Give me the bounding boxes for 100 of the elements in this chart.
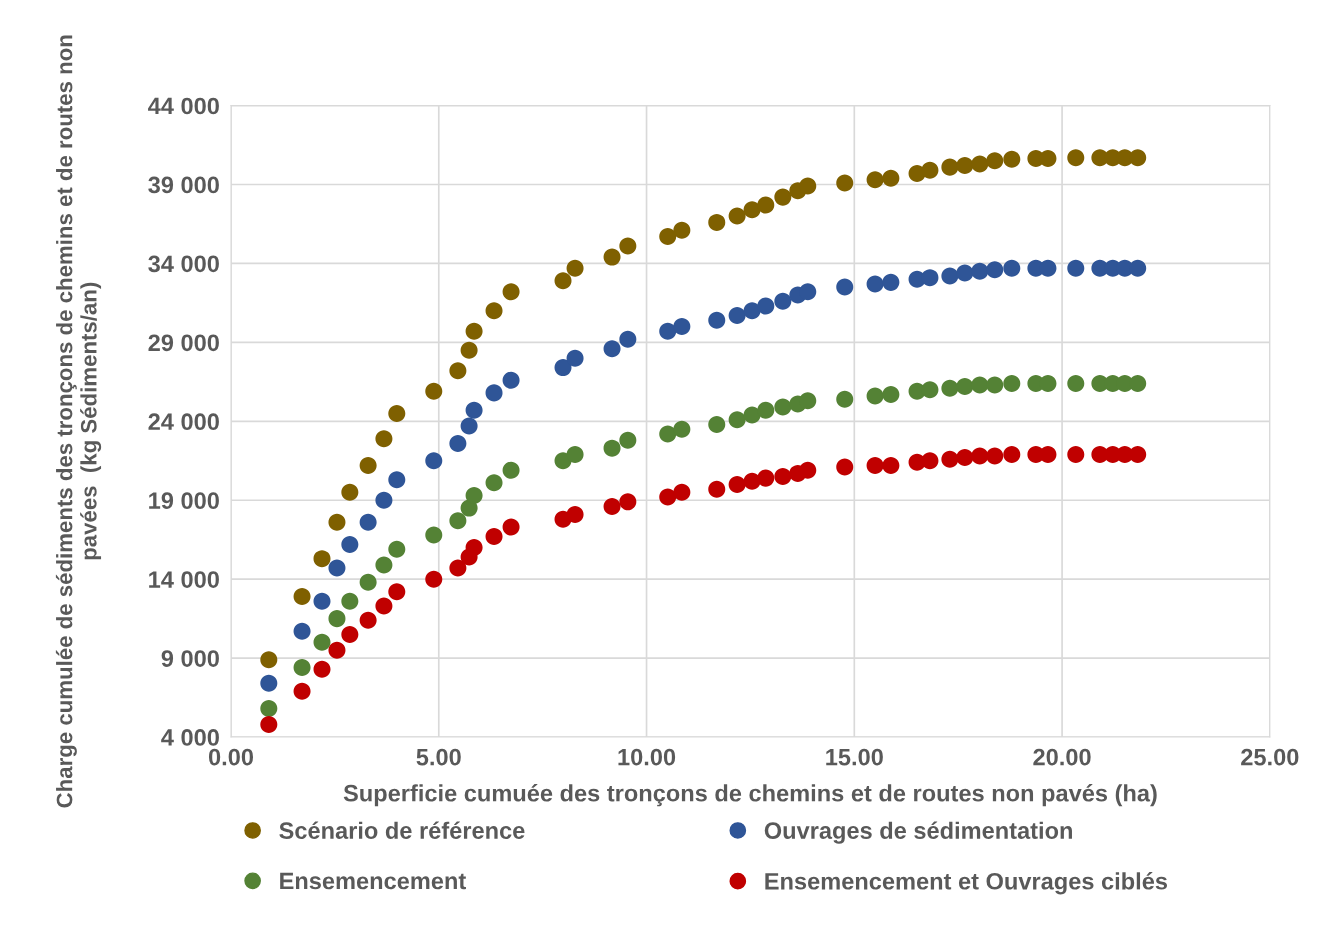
point: [971, 447, 989, 465]
point: [799, 461, 817, 479]
point: [673, 483, 691, 501]
point: [659, 488, 677, 506]
x-axis-title: Superficie cumuée des tronçons de chemins et de routes non pavés (ha): [343, 784, 1157, 807]
point: [313, 660, 331, 678]
point: [502, 283, 520, 301]
point: [921, 269, 939, 287]
point: [425, 452, 443, 470]
point: [1067, 445, 1085, 463]
point: [619, 493, 637, 511]
point: [882, 273, 900, 291]
point: [328, 641, 346, 659]
point: [774, 468, 792, 486]
point: [728, 475, 746, 493]
y-tick-label: 24 000: [148, 413, 219, 431]
point: [554, 272, 572, 290]
point: [1003, 150, 1021, 168]
point: [502, 461, 520, 479]
point: [554, 359, 572, 377]
y-tick-label: 34 000: [148, 255, 219, 273]
point: [708, 415, 726, 433]
point: [465, 322, 483, 340]
point: [986, 152, 1004, 170]
point: [1067, 149, 1085, 167]
y-tick-label: 39 000: [148, 176, 219, 194]
point: [465, 486, 483, 504]
y-axis-title: Charge cumulée de sédiments des tronçons de chemins et de routes non pavées (kg Sédiments/an): [55, 35, 102, 808]
point: [425, 526, 443, 544]
point: [1039, 445, 1057, 463]
point: [449, 559, 467, 577]
point: [313, 550, 331, 568]
x-tick-label: 20.00: [1033, 748, 1091, 766]
point: [260, 700, 278, 718]
point: [341, 592, 359, 610]
point: [774, 292, 792, 310]
point: [956, 264, 974, 282]
point: [673, 420, 691, 438]
point: [1129, 149, 1147, 167]
point: [619, 431, 637, 449]
point: [941, 158, 959, 176]
point: [449, 512, 467, 530]
point: [566, 349, 584, 367]
point: [328, 559, 346, 577]
y-tick-label: 9 000: [161, 650, 219, 667]
point: [260, 674, 278, 692]
point: [388, 471, 406, 489]
point: [836, 278, 854, 296]
point: [293, 659, 311, 677]
point: [921, 452, 939, 470]
point: [986, 447, 1004, 465]
x-tick-label: 0.00: [208, 748, 254, 766]
point: [502, 518, 520, 536]
point: [260, 651, 278, 669]
point: [757, 469, 775, 487]
point: [743, 302, 761, 320]
point: [659, 228, 677, 246]
point: [1067, 259, 1085, 277]
point: [941, 267, 959, 285]
point: [659, 425, 677, 443]
y-tick-label: 14 000: [149, 571, 219, 588]
point: [328, 513, 346, 531]
point: [359, 456, 377, 474]
point: [1039, 374, 1057, 392]
point: [882, 169, 900, 187]
point: [1003, 259, 1021, 277]
point: [986, 261, 1004, 279]
point: [743, 406, 761, 424]
point: [866, 387, 884, 405]
point: [449, 362, 467, 380]
legend-label: Ouvrages de sédimentation: [764, 821, 1072, 844]
point: [388, 540, 406, 558]
point: [293, 588, 311, 606]
x-tick-label: 10.00: [618, 748, 676, 766]
point: [673, 318, 691, 336]
point: [485, 474, 503, 492]
point: [708, 480, 726, 498]
point: [359, 573, 377, 591]
point: [359, 611, 377, 629]
point: [866, 456, 884, 474]
point: [743, 201, 761, 219]
point: [728, 411, 746, 429]
point: [956, 449, 974, 467]
point: [603, 498, 621, 516]
point: [757, 196, 775, 214]
point: [465, 539, 483, 557]
point: [603, 340, 621, 358]
point: [971, 262, 989, 280]
point: [921, 161, 939, 179]
point: [460, 417, 478, 435]
point: [659, 322, 677, 340]
legend-label: Ensemencement et Ouvrages ciblés: [765, 872, 1167, 895]
point: [1067, 374, 1085, 392]
point: [728, 207, 746, 225]
point: [566, 505, 584, 523]
point: [757, 401, 775, 419]
legend-label: Scénario de référence: [279, 821, 525, 839]
point: [341, 625, 359, 643]
point: [375, 430, 393, 448]
point: [425, 382, 443, 400]
